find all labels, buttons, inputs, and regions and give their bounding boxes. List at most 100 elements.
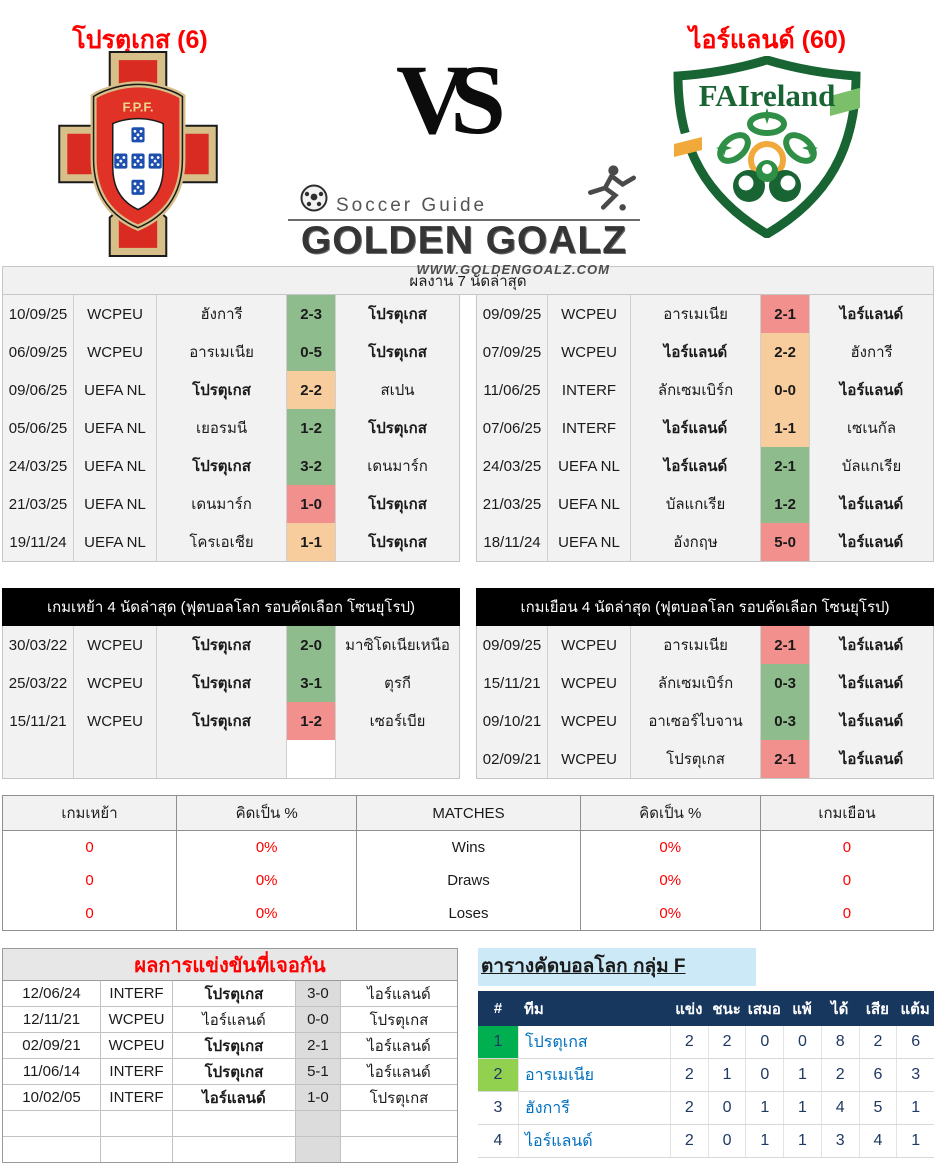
match-score: 1-1 [760,409,810,447]
match-home-team: โปรตุเกส [172,1059,295,1084]
match-away-team: เดนมาร์ก [335,447,459,485]
match-row: 15/11/21 WCPEU โปรตุเกส 1-2 เซอร์เบีย [3,702,459,740]
match-row: 06/09/25 WCPEU อารเมเนีย 0-5 โปรตุเกส [3,333,459,371]
stats-body: 0 0% Wins 0% 0 0 0% Draws 0% 0 0 0% Lose… [3,831,933,930]
standings-header-goals-against: เสีย [865,1000,889,1018]
match-date [3,740,73,778]
match-away-team: ไอร์แลนด์ [809,485,933,523]
match-away-team: ตุรกี [335,664,459,702]
standings-losses: 1 [783,1092,821,1124]
match-league: WCPEU [547,740,630,778]
match-date: 21/03/25 [482,495,542,513]
match-away-team: ไอร์แลนด์ [339,1033,457,1058]
match-away-team [339,1137,457,1162]
standings-team-link[interactable]: โปรตุเกส [518,1026,670,1058]
stats-header-away-percent: คิดเป็น % [579,796,760,830]
standings-row: 4 ไอร์แลนด์ 2 0 1 1 3 4 1 [478,1125,934,1158]
standings-title-link[interactable]: ตารางคัดบอลโลก กลุ่ม F [478,948,756,986]
match-home-team [156,740,286,778]
match-row: 02/09/21 WCPEU โปรตุเกส 2-1 ไอร์แลนด์ [3,1032,457,1058]
match-league: WCPEU [547,702,630,740]
match-league: UEFA NL [547,485,630,523]
head-to-head-section: ผลการแข่งขันที่เจอกัน 12/06/24 INTERF โป… [2,948,458,1163]
standings-wins: 0 [707,1092,746,1124]
standings-header-played: แข่ง [675,1000,703,1018]
standings-goals-against: 6 [858,1059,897,1091]
match-league: INTERF [100,981,172,1006]
home-recent-form-table: 10/09/25 WCPEU ฮังการี 2-3 โปรตุเกส 06/0… [2,295,460,562]
match-score: 3-0 [294,981,340,1006]
match-score: 1-0 [294,1085,340,1110]
match-date: 11/06/14 [22,1063,81,1080]
match-home-team: ไอร์แลนด์ [172,1085,295,1110]
match-home-team: อาเซอร์ไบจาน [630,702,760,740]
match-away-team: เซอร์เบีย [335,702,459,740]
match-date: 12/11/21 [22,1011,81,1028]
match-score: 2-1 [760,740,810,778]
match-date: 30/03/22 [8,636,68,654]
standings-played: 2 [670,1125,708,1157]
match-score: 5-1 [294,1059,340,1084]
match-score: 2-1 [760,447,810,485]
standings-header-losses: แพ้ [792,1000,812,1018]
stats-label: Loses [356,897,579,930]
standings-team-link[interactable]: อารเมเนีย [518,1059,670,1091]
match-league: WCPEU [547,664,630,702]
match-league: WCPEU [100,1033,172,1058]
match-league: UEFA NL [547,523,630,561]
standings-played: 2 [670,1092,708,1124]
match-row: 09/09/25 WCPEU อารเมเนีย 2-1 ไอร์แลนด์ [477,626,933,664]
match-score: 0-3 [760,664,810,702]
match-date: 09/09/25 [482,636,542,654]
standings-header-wins: ชนะ [712,1000,741,1018]
match-date: 07/09/25 [482,343,542,361]
match-league: UEFA NL [73,371,156,409]
standings-goals-against: 4 [858,1125,897,1157]
standings-points: 6 [896,1026,934,1058]
match-date: 15/11/21 [483,674,541,692]
standings-draws: 1 [745,1092,783,1124]
standings-header-draws: เสมอ [747,1000,781,1018]
match-row: 09/10/21 WCPEU อาเซอร์ไบจาน 0-3 ไอร์แลนด… [477,702,933,740]
standings-points: 3 [896,1059,934,1091]
match-score: 5-0 [760,523,810,561]
match-date [3,1111,100,1136]
match-home-team: โปรตุเกส [172,981,295,1006]
match-away-team: ไอร์แลนด์ [809,295,933,333]
match-row [3,1136,457,1162]
match-home-team: อารเมเนีย [156,333,286,371]
standings-team-link[interactable]: ฮังการี [518,1092,670,1124]
match-league: WCPEU [73,664,156,702]
match-league [100,1111,172,1136]
match-league: INTERF [547,409,630,447]
match-date: 09/09/25 [482,305,542,323]
away-games-table: 09/09/25 WCPEU อารเมเนีย 2-1 ไอร์แลนด์ 1… [476,626,934,779]
standings-rank: 1 [478,1026,518,1058]
match-row: 11/06/25 INTERF ลักเซมเบิร์ก 0-0 ไอร์แลน… [477,371,933,409]
standings-losses: 0 [783,1026,821,1058]
match-home-team: อารเมเนีย [630,626,760,664]
stats-away-count: 0 [759,864,933,897]
match-row: 02/09/21 WCPEU โปรตุเกส 2-1 ไอร์แลนด์ [477,740,933,778]
match-league: WCPEU [73,702,156,740]
match-row: 07/09/25 WCPEU ไอร์แลนด์ 2-2 ฮังการี [477,333,933,371]
match-date: 24/03/25 [8,457,68,475]
match-home-team: ไอร์แลนด์ [630,333,760,371]
standings-wins: 1 [707,1059,746,1091]
match-date: 09/06/25 [8,381,68,399]
match-home-team: โปรตุเกส [172,1033,295,1058]
match-league: UEFA NL [73,409,156,447]
match-home-team: โปรตุเกส [156,664,286,702]
match-date: 02/09/21 [22,1037,81,1054]
match-date: 07/06/25 [482,419,542,437]
match-away-team: ไอร์แลนด์ [809,523,933,561]
match-row: 11/06/14 INTERF โปรตุเกส 5-1 ไอร์แลนด์ [3,1058,457,1084]
home-team-crest-icon: F.P.F. [57,50,219,258]
match-row: 18/11/24 UEFA NL อังกฤษ 5-0 ไอร์แลนด์ [477,523,933,561]
match-home-team: อังกฤษ [630,523,760,561]
match-row: 30/03/22 WCPEU โปรตุเกส 2-0 มาซิโดเนียเห… [3,626,459,664]
match-row: 10/02/05 INTERF ไอร์แลนด์ 1-0 โปรตุเกส [3,1084,457,1110]
standings-team-link[interactable]: ไอร์แลนด์ [518,1125,670,1157]
match-league [73,740,156,778]
match-date: 05/06/25 [8,419,68,437]
